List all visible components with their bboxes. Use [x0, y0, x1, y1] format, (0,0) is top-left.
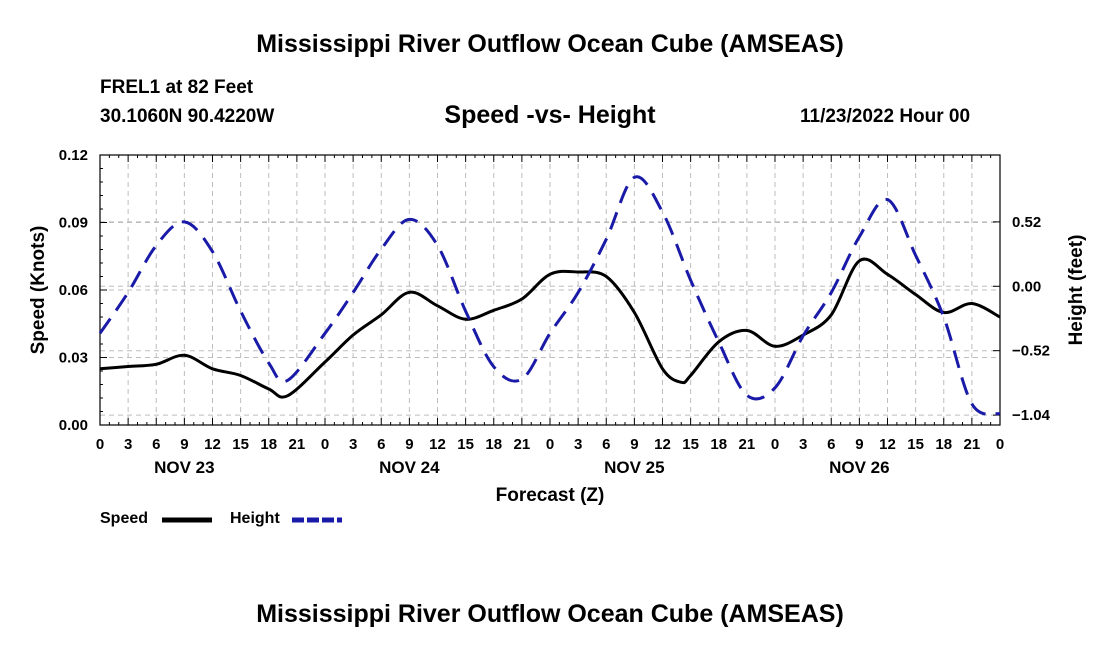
- x-tick-label: 6: [152, 436, 160, 453]
- x-tick-label: 21: [964, 436, 981, 453]
- series-line-height: [98, 175, 1001, 416]
- day-label: NOV 26: [829, 458, 889, 477]
- x-tick-label: 0: [771, 436, 779, 453]
- x-tick-label: 6: [827, 436, 835, 453]
- x-tick-label: 3: [574, 436, 582, 453]
- y-tick-label: 0.12: [59, 147, 88, 164]
- y-axis-title: Speed (Knots): [28, 226, 49, 355]
- x-tick-label: 6: [602, 436, 610, 453]
- chart-title: Speed -vs- Height: [444, 101, 656, 129]
- axis-layer: [99, 154, 1001, 426]
- x-tick-label: 9: [855, 436, 863, 453]
- series-line-speed: [99, 257, 1001, 399]
- x-tick-label: 9: [630, 436, 638, 453]
- x-tick-label: 3: [349, 436, 357, 453]
- footer-title: Mississippi River Outflow Ocean Cube (AM…: [256, 600, 844, 628]
- x-tick-label: 18: [710, 436, 727, 453]
- y2-tick-label: 0.00: [1012, 278, 1041, 295]
- y-tick-label: 0.09: [59, 215, 88, 232]
- y2-tick-label: 0.52: [1012, 214, 1041, 231]
- coordinates-label: 30.1060N 90.4220W: [100, 106, 275, 127]
- legend-speed-label: Speed: [100, 510, 149, 527]
- x-tick-label: 9: [405, 436, 413, 453]
- x-tick-label: 12: [204, 436, 221, 453]
- x-tick-label: 21: [739, 436, 756, 453]
- y-tick-label: 0.00: [59, 417, 88, 434]
- y-tick-label: 0.06: [59, 282, 88, 299]
- x-tick-label: 18: [260, 436, 277, 453]
- x-tick-label: 0: [996, 436, 1004, 453]
- x-tick-label: 12: [654, 436, 671, 453]
- station-label: FREL1 at 82 Feet: [100, 77, 254, 98]
- timestamp-label: 11/23/2022 Hour 00: [800, 106, 971, 127]
- x-tick-label: 15: [682, 436, 699, 453]
- day-label: NOV 25: [604, 458, 664, 477]
- page-title: Mississippi River Outflow Ocean Cube (AM…: [256, 30, 844, 58]
- x-tick-label: 6: [377, 436, 385, 453]
- series-layer: [98, 175, 1001, 416]
- x-tick-label: 18: [485, 436, 502, 453]
- x-tick-label: 12: [879, 436, 896, 453]
- y2-tick-label: −1.04: [1012, 407, 1051, 424]
- x-tick-label: 21: [289, 436, 306, 453]
- legend-height-label: Height: [230, 510, 280, 527]
- y2-axis-title: Height (feet): [1066, 235, 1087, 346]
- x-tick-label: 9: [180, 436, 188, 453]
- x-tick-label: 0: [321, 436, 329, 453]
- y-tick-label: 0.03: [59, 350, 88, 367]
- x-tick-label: 21: [514, 436, 531, 453]
- x-tick-label: 15: [907, 436, 924, 453]
- grid-layer: [100, 155, 1000, 425]
- label-layer: 0 3 6 9 12 15 18 21 0 3 6 9 12 15 18 21 0 3 6 9 12 15 18 21 0 3 6 9…: [28, 147, 1087, 506]
- day-label: NOV 24: [379, 458, 440, 477]
- x-tick-label: 0: [546, 436, 554, 453]
- x-tick-label: 3: [124, 436, 132, 453]
- day-label: NOV 23: [154, 458, 214, 477]
- x-tick-label: 15: [457, 436, 474, 453]
- x-tick-label: 3: [799, 436, 807, 453]
- x-axis-title: Forecast (Z): [496, 485, 605, 506]
- x-tick-label: 15: [232, 436, 249, 453]
- x-tick-label: 12: [429, 436, 446, 453]
- x-tick-label: 18: [935, 436, 952, 453]
- x-tick-label: 0: [96, 436, 104, 453]
- y2-tick-label: −0.52: [1012, 343, 1050, 360]
